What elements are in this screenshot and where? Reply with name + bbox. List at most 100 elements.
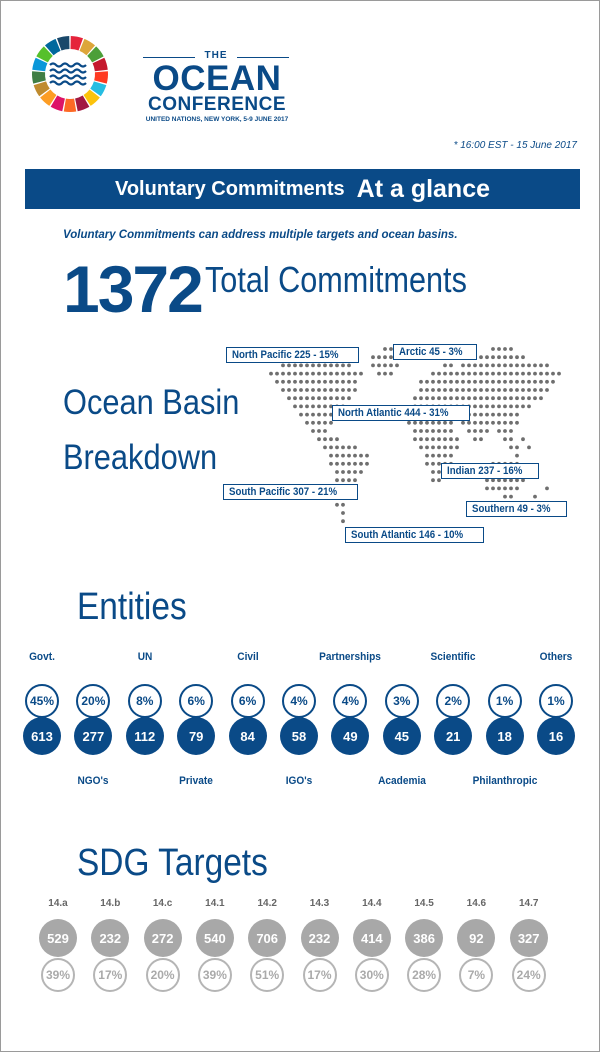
entity-label-top: Partnerships	[319, 651, 382, 663]
entity-percent-badge: 45%	[25, 684, 59, 718]
entity-percent-badge: 1%	[539, 684, 573, 718]
logo-the: THE	[204, 50, 228, 61]
entity-percent-badge: 4%	[333, 684, 368, 718]
sdg-percent-badge: 39%	[197, 958, 232, 992]
entity-count-badge: 16	[537, 717, 575, 755]
sdg-target-label: 14.2	[257, 898, 277, 909]
wheel-segment	[31, 71, 46, 84]
wheel-segment	[94, 71, 109, 84]
wheel-segment	[36, 46, 53, 63]
entity-label-top: Others	[539, 651, 573, 663]
basin-tag-north-pacific: North Pacific 225 - 15%	[226, 347, 360, 363]
sdg-count-badge: 386	[405, 919, 444, 957]
sdg-target-label: 14.6	[466, 898, 487, 909]
entity-label-bottom: NGO's	[77, 775, 109, 787]
entity-count-badge: 45	[382, 717, 421, 755]
wheel-segment	[90, 81, 107, 97]
entity-percent-badge: 4%	[282, 684, 316, 718]
sdg-count-badge: 92	[457, 919, 496, 957]
wheel-segment	[33, 81, 50, 97]
entity-label-bottom: Philanthropic	[472, 775, 537, 787]
sdg-target-label: 14.a	[48, 898, 68, 909]
sdg-percent-badge: 28%	[407, 958, 442, 992]
wave-icon	[49, 68, 87, 74]
entity-percent-badge: 1%	[487, 684, 522, 718]
basin-tag-southern: Southern 49 - 3%	[466, 501, 568, 517]
entity-label-bottom: Private	[179, 775, 214, 787]
entity-percent-badge: 6%	[230, 684, 265, 718]
entity-label-bottom: IGO's	[285, 775, 313, 787]
wheel-segment	[50, 95, 65, 112]
wheel-segment	[75, 95, 90, 112]
sdg-percent-badge: 30%	[354, 958, 389, 992]
ocean-basin-title: Ocean Basin Breakdown	[63, 375, 239, 485]
sdg-count-badge: 232	[300, 919, 339, 957]
basin-tag-south-pacific: South Pacific 307 - 21%	[223, 484, 358, 500]
sdg-target-label: 14.1	[205, 898, 225, 909]
sdg-count-badge: 529	[39, 919, 77, 957]
entity-count-badge: 84	[228, 717, 267, 755]
basin-tag-indian: Indian 237 - 16%	[441, 463, 539, 479]
sdg-target-label: 14.3	[309, 898, 330, 909]
wheel-segment	[44, 38, 61, 56]
title-banner: Voluntary Commitments At a glance	[25, 169, 580, 209]
entity-label-top: Civil	[236, 651, 259, 663]
entity-percent-badge: 8%	[127, 684, 162, 718]
entity-label-top: UN	[137, 651, 153, 663]
sdg-count-badge: 706	[248, 919, 287, 957]
logo-ocean: OCEAN	[152, 59, 282, 98]
entity-count-badge: 49	[331, 717, 370, 755]
sdg-count-badge: 327	[509, 919, 548, 957]
logo-conference: CONFERENCE	[147, 94, 286, 115]
banner-title-part1: Voluntary Commitments	[114, 177, 345, 200]
sdg-percent-badge: 39%	[41, 958, 75, 992]
total-commitments-number: 1372	[63, 252, 204, 326]
sdg-target-label: 14.5	[414, 898, 434, 909]
wheel-segment	[40, 89, 57, 106]
wheel-segment	[56, 36, 70, 51]
entity-count-badge: 21	[434, 717, 473, 755]
timestamp: * 16:00 EST - 15 June 2017	[453, 140, 577, 151]
entity-percent-badge: 6%	[179, 684, 214, 718]
entity-percent-badge: 2%	[436, 684, 471, 718]
world-map-dots	[269, 347, 561, 524]
sdg-count-badge: 272	[143, 919, 182, 957]
sdg-target-label: 14.4	[362, 898, 382, 909]
wave-icon	[49, 62, 87, 68]
total-commitments-label: Total Commitments	[205, 259, 467, 300]
wave-icon	[49, 74, 87, 80]
sdg-target-label: 14.c	[152, 898, 173, 909]
wheel-segment	[92, 57, 108, 72]
entity-count-badge: 79	[177, 717, 216, 755]
sdg-percent-badge: 17%	[93, 958, 128, 992]
entities-title: Entities	[77, 586, 187, 628]
wheel-segment	[83, 89, 100, 106]
entity-count-badge: 277	[74, 717, 113, 755]
sdg-count-badge: 232	[91, 919, 130, 957]
wave-icon	[49, 80, 87, 86]
sdg-targets-title: SDG Targets	[77, 842, 268, 884]
logo-subtitle: UNITED NATIONS, NEW YORK, 5-9 JUNE 2017	[145, 116, 289, 123]
sdg-wheel-logo	[31, 36, 109, 113]
basin-tag-arctic: Arctic 45 - 3%	[393, 344, 478, 360]
entity-label-top: Govt.	[29, 651, 55, 663]
sdg-percent-badge: 24%	[511, 958, 546, 992]
ocean-basin-title-line2: Breakdown	[63, 438, 218, 477]
banner-title-part2: At a glance	[356, 174, 491, 203]
sdg-percent-badge: 51%	[250, 958, 285, 992]
entity-count-badge: 112	[125, 717, 164, 755]
sdg-percent-badge: 7%	[459, 958, 494, 992]
entity-percent-badge: 3%	[384, 684, 419, 718]
entity-count-badge: 613	[23, 717, 61, 755]
entity-label-bottom: Academia	[377, 775, 426, 787]
basin-tag-north-atlantic: North Atlantic 444 - 31%	[332, 405, 470, 421]
wheel-segment	[63, 98, 77, 113]
entity-count-badge: 58	[280, 717, 318, 755]
sdg-percent-badge: 17%	[302, 958, 337, 992]
ocean-basin-title-line1: Ocean Basin	[63, 383, 240, 422]
sdg-count-badge: 414	[352, 919, 391, 957]
sdg-target-label: 14.b	[100, 898, 121, 909]
entity-percent-badge: 20%	[76, 684, 111, 718]
wheel-segment	[79, 38, 96, 56]
